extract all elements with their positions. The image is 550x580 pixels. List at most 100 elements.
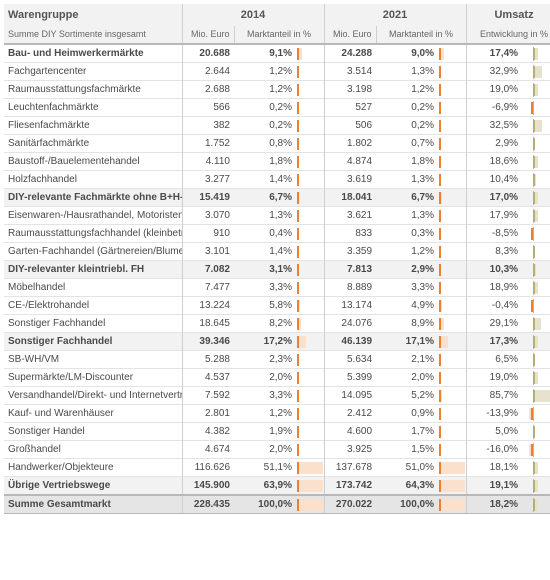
euro-2021: 2.412 [324,405,376,423]
euro-2014: 20.688 [182,44,234,63]
row-name: Supermärkte/LM-Discounter [4,369,182,387]
euro-2021: 4.600 [324,423,376,441]
dev-bar [524,173,550,187]
row-name: Sonstiger Fachhandel [4,315,182,333]
table-body: Bau- und Heimwerkermärkte20.6889,1% 24.2… [4,44,550,514]
share-bar [439,281,465,295]
dev-value: 10,4% [466,171,522,189]
dev-bar [524,353,550,367]
share-bar [439,353,465,367]
share-bar [297,191,323,205]
table-row: DIY-relevante Fachmärkte ohne B+H-Märkte… [4,189,550,207]
dev-value: -0,4% [466,297,522,315]
euro-2021: 24.076 [324,315,376,333]
diy-market-table: Warengruppe 2014 2021 Umsatz Summe DIY S… [4,4,550,514]
share-2021: 100,0% [376,495,438,514]
share-2014: 6,7% [234,189,296,207]
share-2021: 64,3% [376,477,438,496]
row-name: DIY-relevanter kleintriebl. FH [4,261,182,279]
share-2021: 4,9% [376,297,438,315]
table-row: Sonstiger Fachhandel39.34617,2% 46.13917… [4,333,550,351]
euro-2014: 7.477 [182,279,234,297]
header-2014: 2014 [182,4,324,26]
euro-2014: 2.801 [182,405,234,423]
share-2014: 17,2% [234,333,296,351]
dev-bar [524,263,550,277]
euro-2014: 3.101 [182,243,234,261]
share-2021: 17,1% [376,333,438,351]
share-bar [439,47,465,61]
euro-2014: 4.674 [182,441,234,459]
row-name: Summe Gesamtmarkt [4,495,182,514]
dev-bar [524,227,550,241]
share-bar [439,101,465,115]
table-row: Raumausstattungsfachmärkte2.6881,2% 3.19… [4,81,550,99]
row-name: SB-WH/VM [4,351,182,369]
header-euro-14: Mio. Euro [182,26,234,44]
dev-value: 18,6% [466,153,522,171]
euro-2021: 1.802 [324,135,376,153]
dev-bar [524,498,550,512]
dev-bar [524,461,550,475]
euro-2021: 3.621 [324,207,376,225]
share-bar [297,407,323,421]
dev-bar [524,425,550,439]
header-share-14: Marktanteil in % [234,26,324,44]
share-bar [439,119,465,133]
dev-value: 17,0% [466,189,522,207]
share-bar [439,155,465,169]
dev-value: -6,9% [466,99,522,117]
row-name: Möbelhandel [4,279,182,297]
dev-bar [524,407,550,421]
row-name: Eisenwaren-/Hausrathandel, Motoristen [4,207,182,225]
table-row: Raumausstattungsfachhandel (kleinbetrieb… [4,225,550,243]
share-2014: 2,0% [234,441,296,459]
share-bar [297,119,323,133]
share-2014: 100,0% [234,495,296,514]
row-name: Kauf- und Warenhäuser [4,405,182,423]
table-row: Sanitärfachmärkte1.7520,8% 1.8020,7% 2,9… [4,135,550,153]
share-bar [297,227,323,241]
dev-value: 18,9% [466,279,522,297]
row-name: Raumausstattungsfachhandel (kleinbetrieb… [4,225,182,243]
dev-value: 17,3% [466,333,522,351]
dev-value: 19,1% [466,477,522,496]
dev-bar [524,65,550,79]
dev-value: 8,3% [466,243,522,261]
share-2014: 2,3% [234,351,296,369]
dev-bar [524,299,550,313]
euro-2021: 173.742 [324,477,376,496]
dev-value: -16,0% [466,441,522,459]
share-bar [439,407,465,421]
share-2021: 0,2% [376,117,438,135]
euro-2014: 7.082 [182,261,234,279]
dev-value: 5,0% [466,423,522,441]
row-name: Fachgartencenter [4,63,182,81]
share-bar [439,389,465,403]
share-2021: 0,9% [376,405,438,423]
euro-2014: 1.752 [182,135,234,153]
euro-2014: 4.537 [182,369,234,387]
dev-bar [524,137,550,151]
table-header: Warengruppe 2014 2021 Umsatz Summe DIY S… [4,4,550,44]
share-2014: 0,4% [234,225,296,243]
share-bar [439,173,465,187]
dev-value: 6,5% [466,351,522,369]
share-bar [297,479,323,493]
row-name: Sonstiger Handel [4,423,182,441]
euro-2021: 46.139 [324,333,376,351]
euro-2021: 137.678 [324,459,376,477]
euro-2014: 5.288 [182,351,234,369]
table-row: Handwerker/Objekteure116.62651,1% 137.67… [4,459,550,477]
dev-bar [524,443,550,457]
header-group: Warengruppe [4,4,182,26]
euro-2014: 2.644 [182,63,234,81]
table-row: Fliesenfachmärkte3820,2% 5060,2% 32,5% [4,117,550,135]
share-2014: 2,0% [234,369,296,387]
header-group-sub: Summe DIY Sortimente insgesamt [4,26,182,44]
table-row: Sonstiger Fachhandel18.6458,2% 24.0768,9… [4,315,550,333]
row-name: Übrige Vertriebswege [4,477,182,496]
share-bar [439,263,465,277]
share-bar [297,65,323,79]
share-bar [439,425,465,439]
